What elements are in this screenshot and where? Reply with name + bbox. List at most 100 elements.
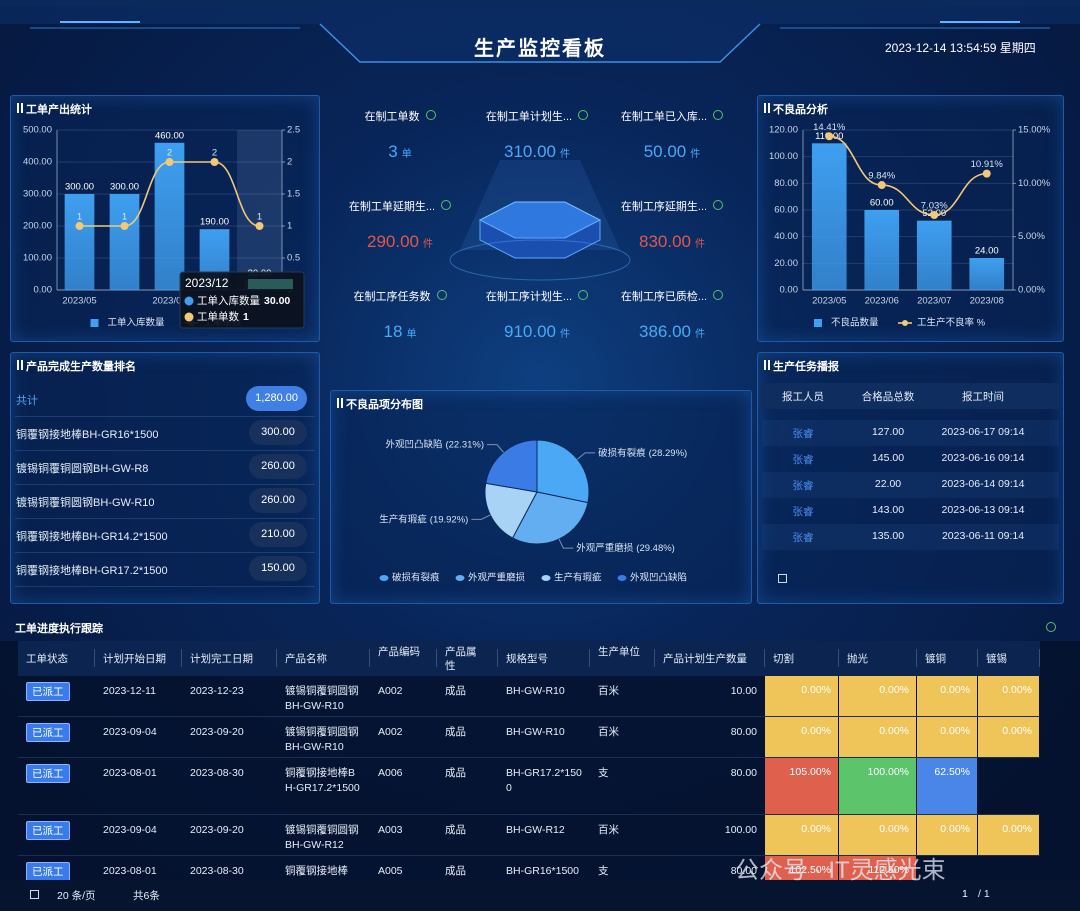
- kpi-value: 3: [388, 142, 398, 161]
- panel-toggle: [778, 574, 787, 583]
- progress-value: 105.00%: [789, 766, 831, 778]
- column-header: 产品名称: [285, 653, 327, 665]
- leader-line: [577, 452, 596, 460]
- info-icon: [441, 200, 452, 210]
- progress-value: 0.00%: [879, 725, 909, 737]
- legend-label: 外观严重磨损: [468, 572, 526, 584]
- progress-value: 0.00%: [1002, 725, 1032, 737]
- kpi-label-row: 在制工序延期生...: [592, 198, 752, 214]
- table-cell: 2023-09-04: [103, 824, 157, 836]
- column-divider: [1039, 649, 1040, 667]
- kpi-value-row: 50.00 件: [592, 142, 752, 162]
- status-badge: 已派工: [26, 862, 70, 880]
- kpi-label-row: 在制工单已入库...: [592, 108, 752, 124]
- kpi-unit: 件: [695, 239, 705, 250]
- table-cell: 2023-08-01: [103, 865, 157, 877]
- leader-line: [471, 514, 491, 520]
- table-cell: 百米: [598, 685, 619, 697]
- table-cell: 成品: [445, 767, 466, 779]
- progress-value: 0.00%: [1002, 684, 1032, 696]
- kpi-label: 在制工单延期生...: [348, 201, 436, 213]
- rank-value: 260.00: [249, 488, 307, 513]
- legend-label: 破损有裂痕: [392, 572, 440, 584]
- y2-tick-label: 2: [287, 157, 292, 168]
- page-count: / 1: [978, 888, 990, 900]
- column-divider: [838, 649, 839, 667]
- kpi-value-row: 830.00 件: [592, 232, 752, 252]
- task-cell: 张睿: [792, 506, 814, 518]
- kpi-label: 在制工序延期生...: [620, 201, 708, 213]
- legend-label: 外观凹凸缺陷: [630, 572, 687, 584]
- legend-label: 工生产不良率 %: [917, 317, 986, 329]
- progress-value: 0.00%: [801, 725, 831, 737]
- progress-cell: [839, 676, 916, 716]
- y2-tick-label: 5.00%: [1018, 231, 1045, 242]
- y-tick-label: 100.00: [769, 151, 798, 162]
- progress-value: 0.00%: [940, 725, 970, 737]
- panel-title: 生产任务播报: [764, 358, 839, 374]
- bar: [109, 194, 140, 290]
- legend-label: 生产有瑕疵: [554, 572, 602, 584]
- kpi-label: 在制工序已质检...: [620, 291, 708, 303]
- tooltip-dot: [184, 312, 194, 322]
- kpi-value-row: 310.00 件: [457, 142, 617, 162]
- x-tick-label: 2023/05: [812, 296, 846, 307]
- table-cell: A006: [378, 767, 403, 779]
- column-header: 镀铜: [925, 653, 946, 665]
- table-cell: 80.00: [730, 726, 757, 738]
- progress-cell: [839, 758, 916, 814]
- pie-slice: [511, 491, 589, 545]
- row-separator: [15, 484, 315, 485]
- kpi-value: 910.00: [504, 322, 556, 341]
- pie-label: 外观凹凸缺陷 (22.31%): [385, 438, 484, 450]
- watermark: 公众号 · IT灵感光束: [735, 857, 946, 884]
- line-point: [75, 222, 84, 230]
- tooltip-title: 2023/12: [185, 276, 229, 290]
- line-point: [982, 169, 991, 178]
- progress-value: 102.50%: [789, 864, 831, 876]
- tooltip-name: 工单入库数量: [197, 294, 260, 307]
- y2-tick-label: 2.5: [287, 125, 300, 136]
- kpi-label: 在制工单计划生...: [485, 111, 573, 123]
- y-tick-label: 300.00: [23, 189, 52, 200]
- kpi-value-row: 290.00 件: [320, 232, 480, 252]
- panel-title: 不良品分析: [764, 101, 828, 117]
- datetime: 2023-12-14 13:54:59 星期四: [885, 41, 1036, 55]
- current-page: 1: [962, 888, 968, 900]
- table-cell: 2023-12-11: [103, 685, 156, 697]
- rank-value: 260.00: [249, 454, 307, 479]
- progress-value: 0.00%: [940, 823, 970, 835]
- pie-label-name: 生产有瑕疵: [379, 513, 427, 525]
- progress-cell: [765, 717, 838, 757]
- y-tick-label: 500.00: [23, 125, 52, 136]
- status-badge: 已派工: [26, 723, 70, 742]
- table-title: 工单进度执行跟踪: [15, 623, 103, 635]
- table-cell: 百米: [598, 726, 619, 738]
- row-separator: [15, 518, 315, 519]
- column-divider: [764, 649, 765, 667]
- line: [829, 135, 987, 216]
- line-point: [255, 222, 264, 230]
- table-cell: 2023-12-23: [190, 685, 244, 697]
- progress-value: 0.00%: [879, 823, 909, 835]
- rank-name: 铜覆钢接地棒BH-GR16*1500: [16, 429, 159, 441]
- column-header: 生产单位: [598, 646, 640, 658]
- x-tick-label: 2023/07: [152, 296, 186, 307]
- kpi-value: 386.00: [639, 322, 691, 341]
- bar: [864, 210, 900, 290]
- column-header: 抛光: [847, 653, 868, 665]
- pie-label-value: (19.92%): [430, 514, 469, 525]
- bar: [916, 220, 952, 290]
- column-divider: [977, 649, 978, 667]
- task-row-bg: [762, 472, 1059, 498]
- column-divider: [94, 649, 95, 667]
- progress-value: 100.00%: [867, 766, 909, 778]
- task-cell: 127.00: [871, 426, 905, 438]
- column-divider: [916, 649, 917, 667]
- y-tick-label: 0.00: [34, 285, 53, 296]
- rank-value: 150.00: [249, 556, 307, 581]
- y-tick-label: 40.00: [774, 231, 798, 242]
- table-cell: BH-GR17.2*1500: [506, 767, 582, 794]
- line-value-label: 2: [212, 148, 217, 159]
- progress-cell: [839, 815, 916, 855]
